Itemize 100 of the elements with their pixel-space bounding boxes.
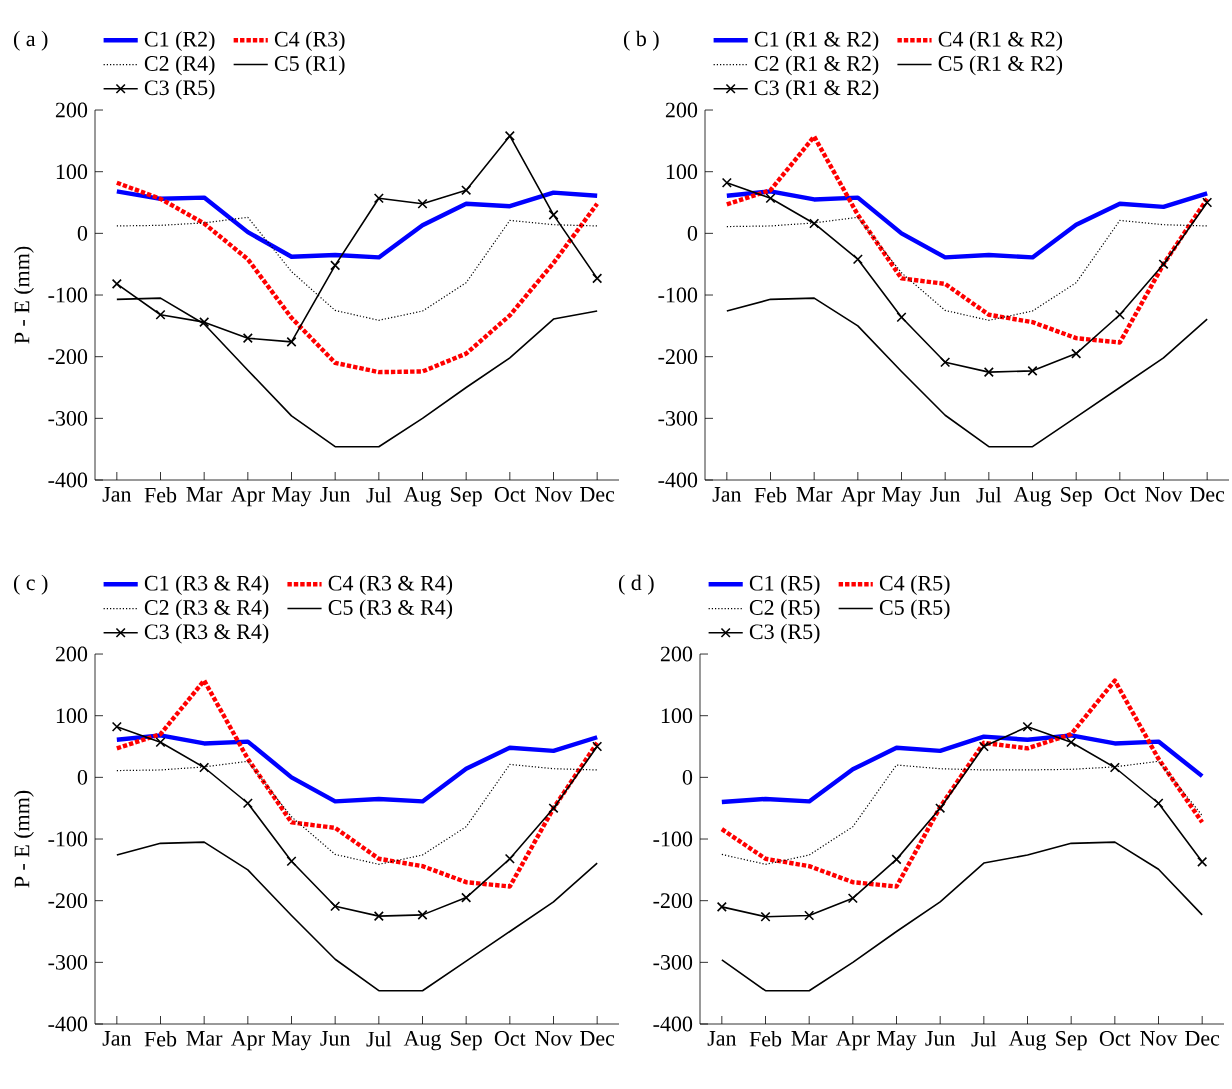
legend-label: C4 (R3) <box>274 31 345 52</box>
point <box>1202 197 1213 208</box>
point <box>417 198 428 209</box>
x-tick-label: Nov <box>535 487 573 502</box>
x-tick-label: Nov <box>535 1031 573 1046</box>
line-series <box>719 678 1205 889</box>
y-tick-label: 0 <box>77 225 88 241</box>
x-tick-label: Aug <box>1008 1031 1047 1051</box>
x-tick-label: Feb <box>749 1031 782 1047</box>
y-tick-label: -100 <box>48 287 88 303</box>
x-tick-label: Oct <box>494 487 526 502</box>
y-tick-label: -100 <box>48 831 88 847</box>
legend-label: C5 (R5) <box>879 599 950 620</box>
x-tick-label: Aug <box>403 1031 442 1051</box>
y-tick-label: -200 <box>48 893 88 909</box>
y-tick-label: -200 <box>658 349 698 365</box>
y-tick-label: -200 <box>653 893 693 909</box>
y-tick-label: 0 <box>682 769 693 785</box>
point <box>592 741 603 752</box>
chart-title: ( a ) <box>13 30 48 51</box>
y-tick-label: -300 <box>658 410 698 426</box>
point <box>111 278 122 289</box>
point <box>504 130 515 141</box>
x-tick-label: Oct <box>1104 487 1136 502</box>
point <box>978 741 989 752</box>
y-tick-label: -400 <box>48 1016 88 1032</box>
point <box>461 892 472 903</box>
x-tick-label: Apr <box>840 487 875 507</box>
point <box>804 910 815 921</box>
y-tick-label: -100 <box>658 287 698 303</box>
point <box>721 177 732 188</box>
line-series <box>721 841 1203 992</box>
point <box>852 254 863 265</box>
x-tick-label: Apr <box>230 487 265 507</box>
x-tick-label: Oct <box>494 1031 526 1046</box>
x-tick-label: Oct <box>1099 1031 1131 1046</box>
point <box>155 309 166 320</box>
x-tick-label: Apr <box>230 1031 265 1051</box>
x-tick-label: Jun <box>320 487 351 502</box>
point <box>847 893 858 904</box>
x-tick-label: Sep <box>1061 487 1092 507</box>
point <box>592 273 603 284</box>
x-tick-label: Dec <box>580 1031 615 1046</box>
x-tick-label: Jul <box>366 1031 392 1047</box>
x-tick-label: May <box>881 487 922 507</box>
x-tick-label: Jun <box>930 487 961 502</box>
point <box>504 853 515 864</box>
y-tick-label: 100 <box>56 164 88 180</box>
legend-label: C4 (R1 & R2) <box>938 31 1063 52</box>
point <box>330 901 341 912</box>
x-tick-label: Mar <box>791 1031 828 1046</box>
point <box>199 762 210 773</box>
y-axis-title: P - E (mm) <box>13 790 34 888</box>
point <box>373 911 384 922</box>
point <box>891 854 902 865</box>
line-series <box>116 841 598 992</box>
point <box>373 193 384 204</box>
x-tick-label: Jul <box>976 487 1002 503</box>
point <box>983 367 994 378</box>
y-tick-label: -300 <box>48 410 88 426</box>
legend-label: C1 (R5) <box>749 575 820 596</box>
x-tick-label: Dec <box>1185 1031 1220 1046</box>
line-series <box>719 733 1205 805</box>
point <box>1066 737 1077 748</box>
point <box>1114 309 1125 320</box>
line-series <box>724 134 1210 345</box>
point <box>461 185 472 196</box>
point <box>548 209 559 220</box>
legend-label: C4 (R3 & R4) <box>328 575 453 596</box>
point <box>242 798 253 809</box>
legend-label: C2 (R5) <box>749 599 820 620</box>
x-tick-label: Jan <box>102 487 132 502</box>
point <box>765 193 776 204</box>
x-tick-label: May <box>271 1031 312 1051</box>
point <box>1153 798 1164 809</box>
line-series <box>726 297 1208 448</box>
y-tick-label: -300 <box>48 954 88 970</box>
point <box>155 737 166 748</box>
y-tick-label: 100 <box>666 164 698 180</box>
legend-label: C3 (R3 & R4) <box>144 623 269 644</box>
y-tick-label: -400 <box>653 1016 693 1032</box>
point <box>760 911 771 922</box>
y-tick-label: -400 <box>48 472 88 488</box>
x-tick-label: Apr <box>835 1031 870 1051</box>
legend-label: C5 (R1 & R2) <box>938 55 1063 76</box>
point <box>286 336 297 347</box>
x-tick-label: Feb <box>754 487 787 503</box>
chart-title: ( b ) <box>623 30 659 51</box>
point <box>242 333 253 344</box>
legend-label: C3 (R5) <box>749 623 820 644</box>
legend-label: C2 (R3 & R4) <box>144 599 269 620</box>
legend-label: C2 (R4) <box>144 55 215 76</box>
x-tick-label: Mar <box>796 487 833 502</box>
point <box>548 803 559 814</box>
x-tick-label: May <box>876 1031 917 1051</box>
y-tick-label: -400 <box>658 472 698 488</box>
y-tick-label: 200 <box>665 102 698 118</box>
point <box>330 260 341 271</box>
point <box>1022 721 1033 732</box>
point <box>1027 365 1038 376</box>
